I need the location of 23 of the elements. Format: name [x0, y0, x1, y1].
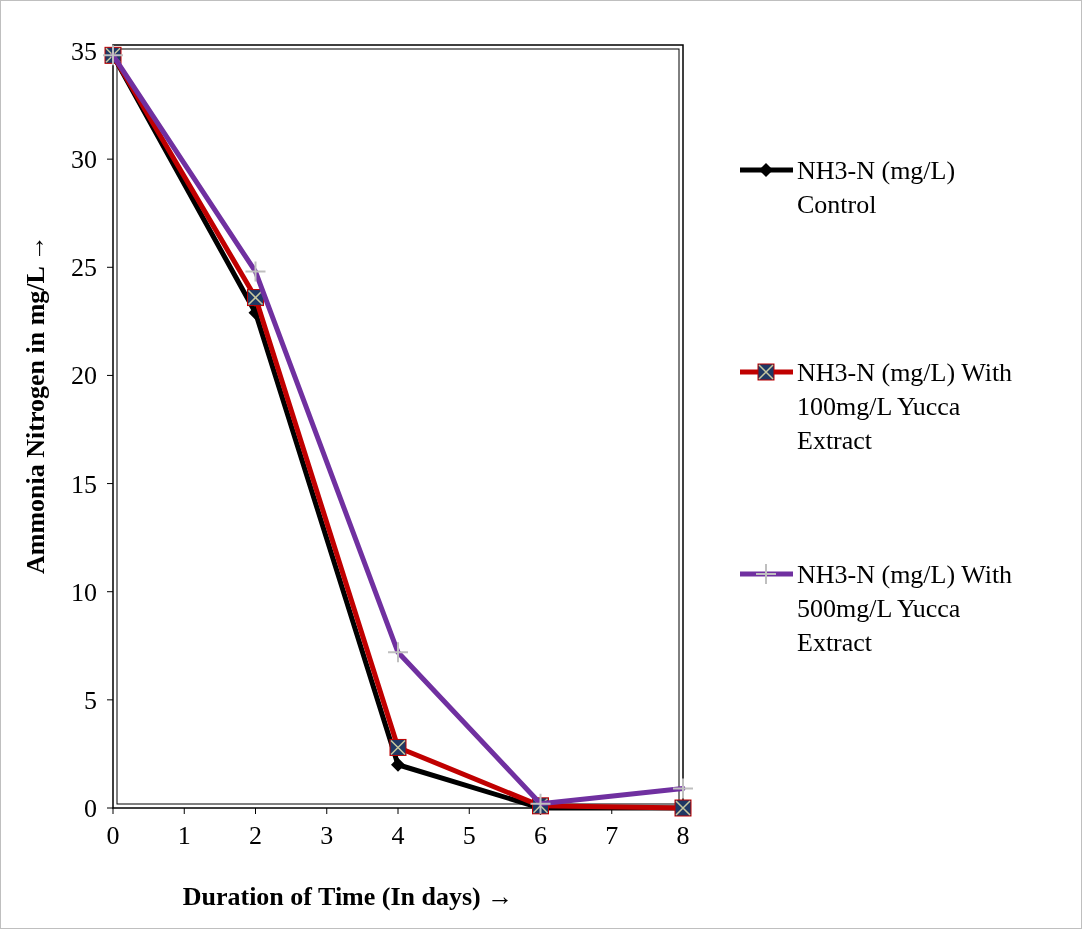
y-tick-label: 20	[71, 361, 97, 391]
x-tick-label: 5	[462, 821, 476, 850]
legend-label: NH3-N (mg/L) Control	[797, 156, 956, 219]
x-tick-label: 3	[320, 821, 334, 850]
x-tick-label: 1	[177, 821, 191, 850]
y-tick-label: 25	[71, 253, 97, 283]
y-tick-label: 0	[84, 794, 97, 823]
legend-label: NH3-N (mg/L) With 500mg/L Yucca Extract	[797, 560, 1013, 657]
y-tick-label: 15	[71, 469, 97, 499]
y-tick-label: 5	[84, 685, 97, 715]
x-axis-title: Duration of Time (In days) →	[182, 882, 514, 911]
y-axis-title: Ammonia Nitrogen in mg/L →	[21, 235, 50, 574]
x-tick-label: 8	[676, 821, 690, 850]
x-tick-label: 7	[605, 821, 619, 850]
x-tick-label: 6	[534, 821, 547, 850]
point	[391, 757, 405, 772]
x-tick-label: 4	[391, 821, 405, 850]
y-tick-label: 10	[71, 577, 97, 607]
y-tick-label: 35	[71, 37, 97, 66]
x-tick-label: 2	[249, 821, 262, 850]
x-tick-label: 0	[106, 821, 120, 850]
legend-label: NH3-N (mg/L) With 100mg/L Yucca Extract	[797, 358, 1013, 455]
y-tick-label: 30	[71, 145, 97, 175]
